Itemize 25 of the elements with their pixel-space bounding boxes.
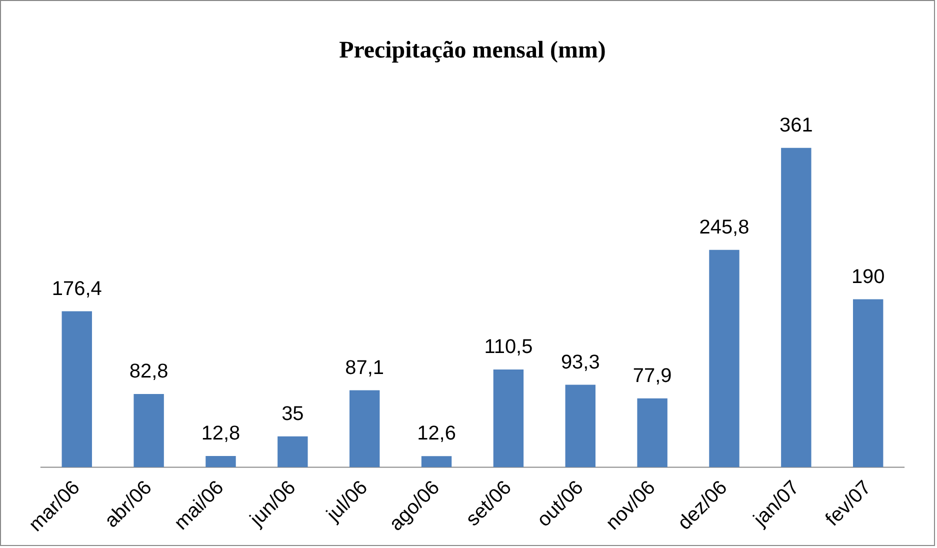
bar (134, 394, 164, 468)
data-label: 93,3 (560, 351, 600, 374)
bar (781, 148, 812, 468)
bar (709, 250, 740, 468)
bar (637, 398, 668, 468)
data-label: 12,8 (201, 422, 240, 445)
data-label: 176,4 (52, 278, 102, 300)
data-label: 82,8 (129, 360, 168, 383)
chart-title: Precipitação mensal (mm) (339, 37, 606, 64)
bar (62, 311, 92, 468)
data-label: 12,6 (417, 422, 456, 445)
data-label: 110,5 (484, 336, 533, 358)
data-label: 87,1 (345, 356, 384, 379)
bar (421, 456, 452, 468)
data-label: 77,9 (632, 364, 672, 387)
bar (493, 370, 524, 468)
data-label: 361 (780, 114, 813, 136)
data-label: 35 (282, 402, 304, 425)
data-label: 245,8 (699, 216, 750, 238)
bar (565, 384, 596, 468)
bar (278, 436, 308, 468)
bar (349, 390, 380, 468)
data-label: 190 (851, 266, 885, 288)
bar (206, 456, 236, 468)
bar (852, 299, 884, 468)
